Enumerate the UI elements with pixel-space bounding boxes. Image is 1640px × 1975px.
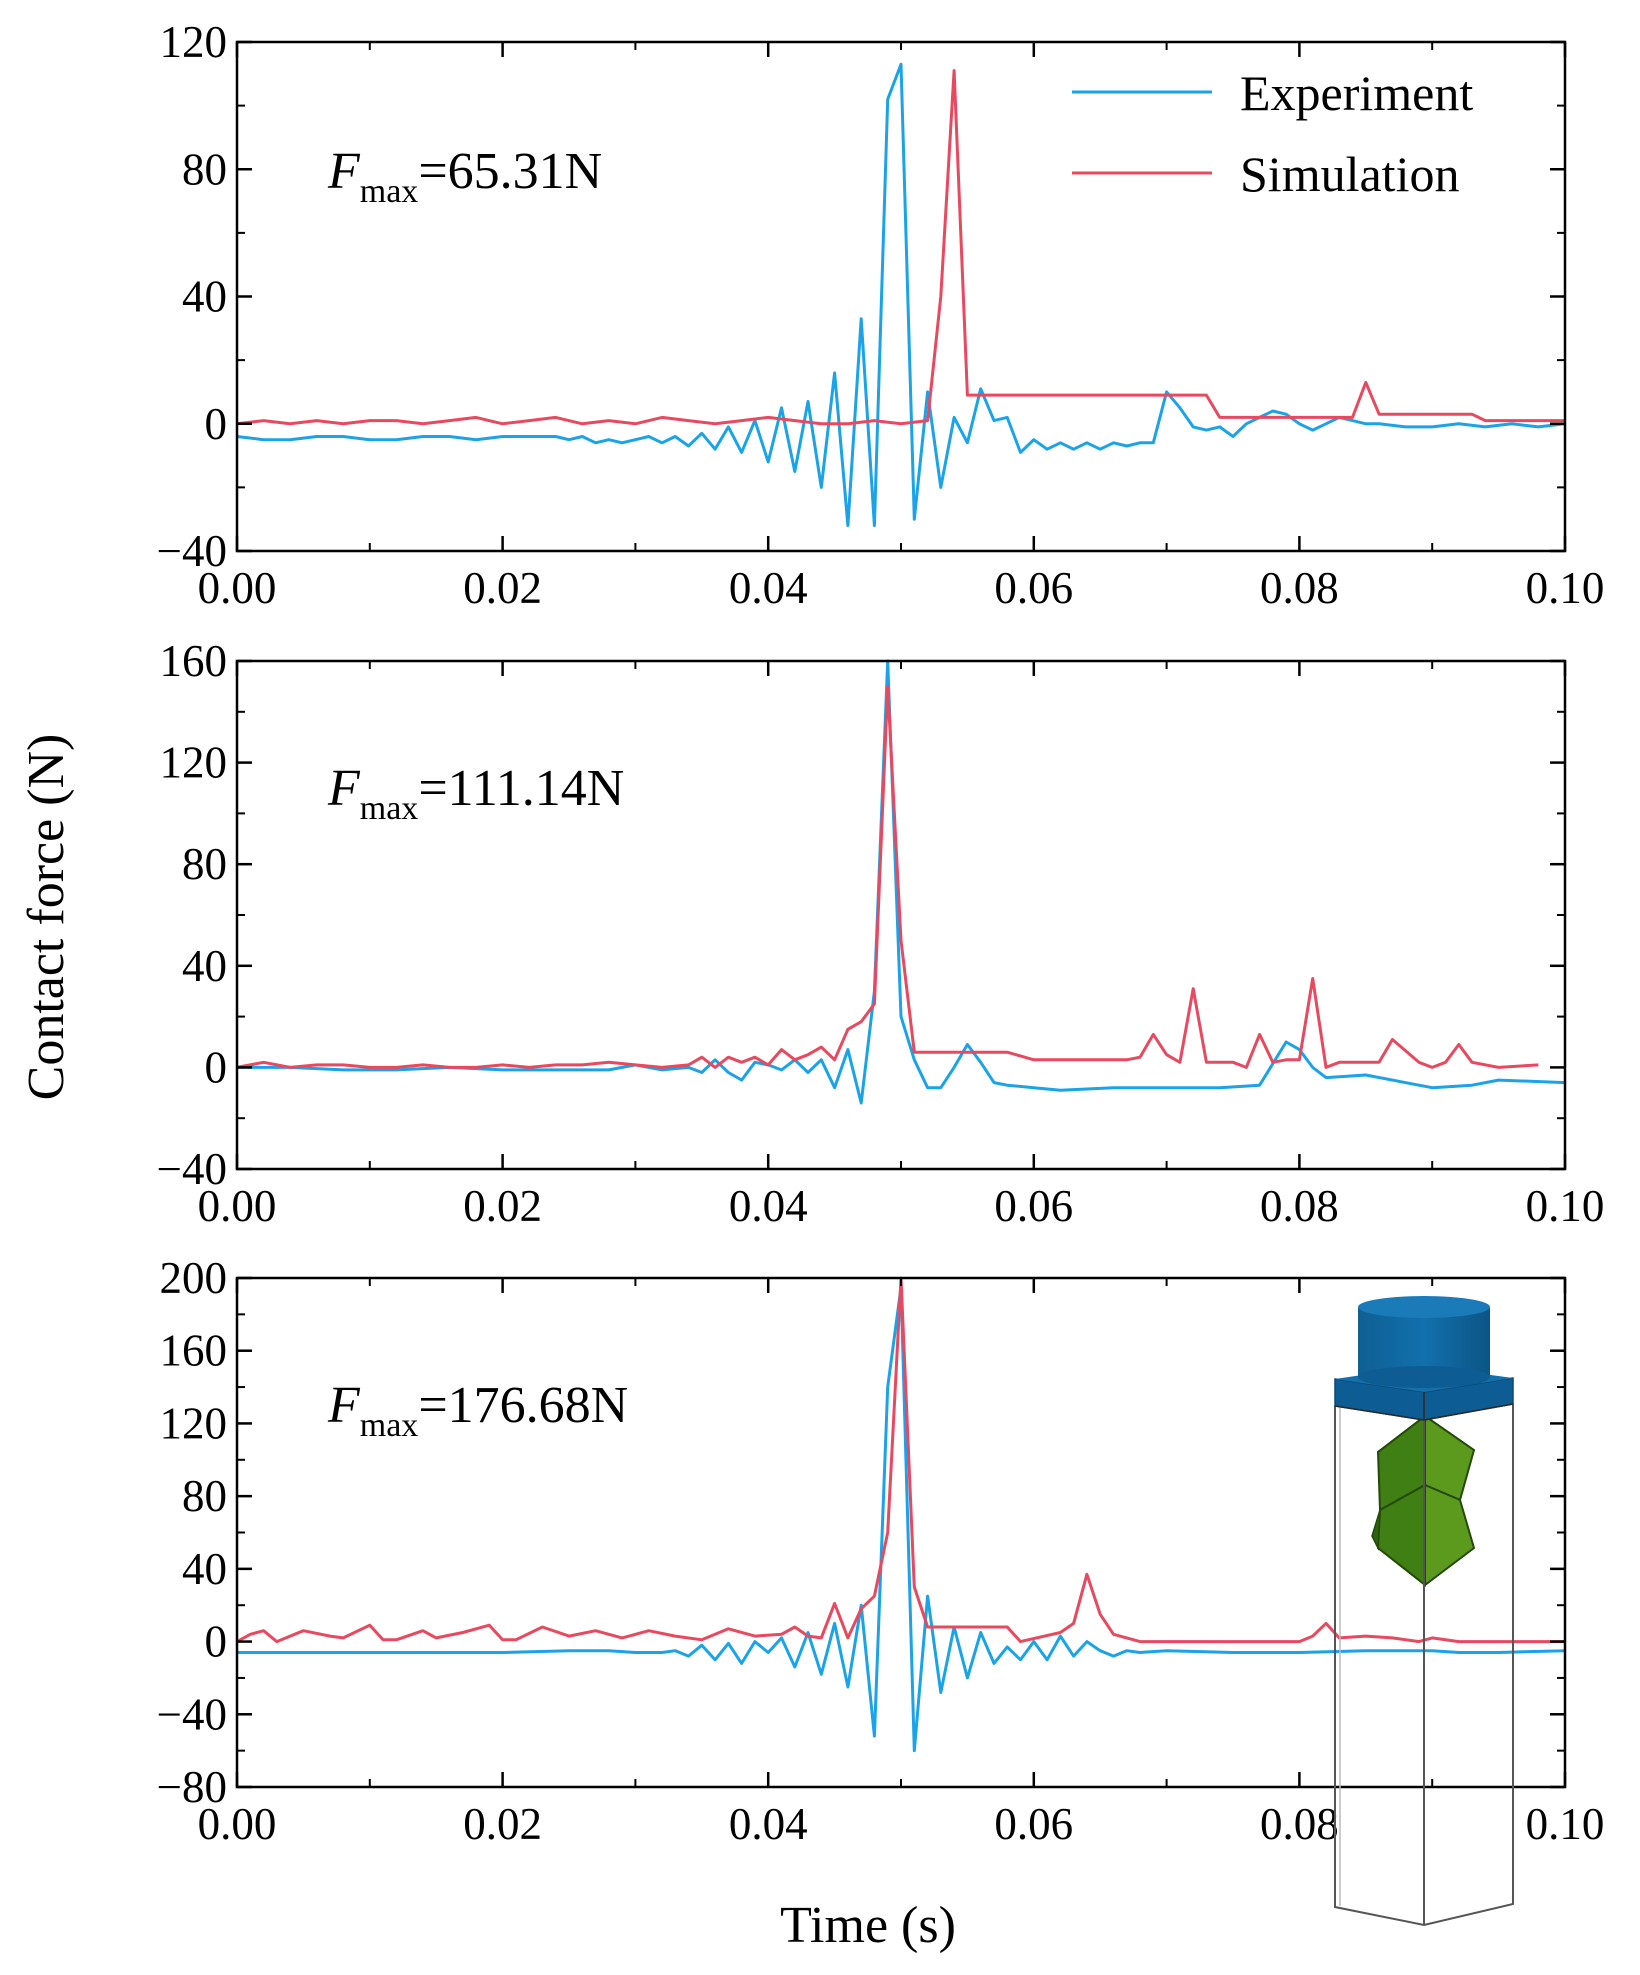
y-tick-label: 200	[160, 1253, 228, 1303]
x-tick-label: 0.08	[1260, 1799, 1339, 1849]
panel-bottom-fmax-label: Fmax=176.68N	[327, 1377, 628, 1444]
y-axis-title: Contact force (N)	[18, 734, 75, 1101]
panel-middle-fmax-label: Fmax=111.14N	[327, 760, 624, 827]
x-tick-label: 0.04	[729, 1181, 808, 1231]
y-tick-label: 160	[160, 636, 228, 686]
fmax-value: =176.68N	[418, 1377, 628, 1434]
y-tick-label: 80	[182, 1471, 227, 1521]
fmax-symbol: F	[327, 143, 361, 200]
panel-top-experiment-line	[236, 62, 1566, 527]
x-tick-label: 0.08	[1260, 1181, 1339, 1231]
y-tick-label: 40	[182, 941, 227, 991]
panel-top-ticks: 0.00 0.02 0.04 0.06 0.08 0.10 −40 0 40 80 120	[157, 17, 1605, 613]
x-tick-label: 0.00	[198, 1181, 277, 1231]
panel-middle-ticks: 0.00 0.02 0.04 0.06 0.08 0.10 −40 0 40 80 120 160	[157, 636, 1605, 1231]
x-tick-label: 0.08	[1260, 563, 1339, 613]
fmax-value: =111.14N	[418, 760, 624, 817]
x-tick-label: 0.04	[729, 1799, 808, 1849]
x-tick-label: 0.10	[1526, 1181, 1605, 1231]
panel-bottom-series	[236, 1276, 1566, 1753]
fmax-value: =65.31N	[418, 143, 602, 200]
y-tick-label: 0	[205, 399, 228, 449]
x-axis-title: Time (s)	[780, 1897, 956, 1954]
panel-middle-simulation-line	[236, 684, 1539, 1069]
x-tick-label: 0.00	[198, 1799, 277, 1849]
x-tick-label: 0.06	[994, 1799, 1073, 1849]
panel-middle-experiment-line	[237, 659, 1566, 1105]
x-tick-label: 0.00	[198, 563, 277, 613]
panel-top-series	[236, 62, 1566, 527]
panel-middle-series	[236, 659, 1566, 1105]
panel-top-fmax-label: Fmax=65.31N	[327, 143, 602, 210]
y-tick-label: 0	[205, 1042, 228, 1092]
y-tick-label: −40	[157, 1689, 227, 1739]
y-tick-label: −40	[157, 1144, 227, 1194]
legend-simulation-label: Simulation	[1240, 146, 1459, 202]
fmax-subscript: max	[360, 790, 419, 827]
x-tick-label: 0.02	[463, 1799, 542, 1849]
legend-experiment-label: Experiment	[1240, 65, 1473, 121]
panel-top-simulation-line	[236, 69, 1565, 426]
x-tick-label: 0.02	[463, 563, 542, 613]
y-tick-label: 80	[182, 144, 227, 194]
y-tick-label: 120	[160, 1398, 228, 1448]
fmax-subscript: max	[360, 1407, 419, 1444]
specimen-model-illustration	[1334, 1296, 1514, 1927]
y-tick-label: 160	[160, 1326, 228, 1376]
x-tick-label: 0.02	[463, 1181, 542, 1231]
x-tick-label: 0.10	[1526, 1799, 1605, 1849]
y-tick-label: 120	[160, 738, 228, 788]
legend: Experiment Simulation	[1072, 65, 1473, 202]
panel-bottom-ticks: 0.00 0.02 0.04 0.06 0.08 0.10 −80 −40 0 40 80 120 16…	[157, 1253, 1605, 1849]
y-tick-label: 80	[182, 839, 227, 889]
y-tick-label: 40	[182, 1544, 227, 1594]
fmax-symbol: F	[327, 1377, 361, 1434]
fmax-subscript: max	[360, 173, 419, 210]
y-tick-label: 120	[160, 17, 228, 67]
fmax-symbol: F	[327, 760, 361, 817]
panel-top: 0.00 0.02 0.04 0.06 0.08 0.10 −40 0 40 80 120 Fmax…	[157, 17, 1605, 613]
y-tick-label: 40	[182, 272, 227, 322]
y-tick-label: −80	[157, 1762, 227, 1812]
y-tick-label: 0	[205, 1617, 228, 1667]
x-tick-label: 0.06	[994, 1181, 1073, 1231]
panel-bottom-simulation-line	[236, 1276, 1565, 1644]
panel-bottom: 0.00 0.02 0.04 0.06 0.08 0.10 −80 −40 0 40 80 120 16…	[157, 1253, 1605, 1927]
x-tick-label: 0.10	[1526, 563, 1605, 613]
x-tick-label: 0.04	[729, 563, 808, 613]
x-tick-label: 0.06	[994, 563, 1073, 613]
y-tick-label: −40	[157, 526, 227, 576]
panel-middle: 0.00 0.02 0.04 0.06 0.08 0.10 −40 0 40 80 120 160 F…	[157, 636, 1605, 1231]
